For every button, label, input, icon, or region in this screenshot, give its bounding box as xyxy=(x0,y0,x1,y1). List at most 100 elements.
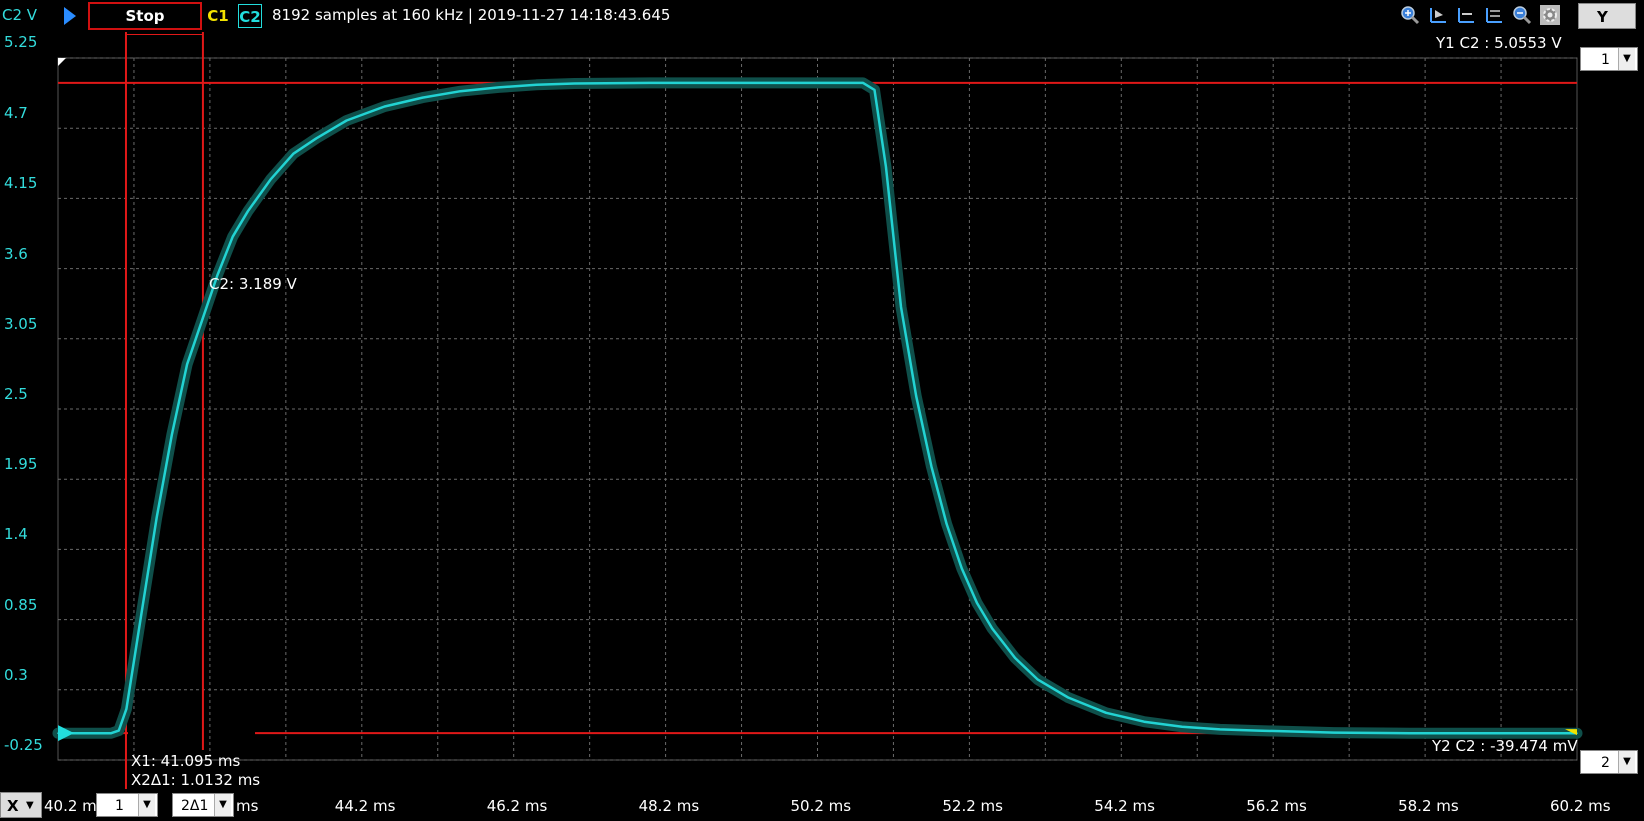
x-tick-label: 58.2 ms xyxy=(1398,797,1459,815)
cursor-arrow-icon[interactable] xyxy=(1428,5,1448,25)
channel1-toggle[interactable]: C1 xyxy=(207,7,229,25)
data-point xyxy=(1409,732,1411,734)
data-point xyxy=(1219,728,1221,731)
data-point xyxy=(186,363,188,366)
data-point xyxy=(1105,711,1107,714)
data-point xyxy=(497,86,500,89)
data-point xyxy=(945,523,948,525)
data-point xyxy=(873,89,876,91)
data-point xyxy=(315,137,318,140)
trigger-marker-icon[interactable] xyxy=(1565,729,1577,736)
data-point xyxy=(125,708,128,710)
x1-selector-value: 1 xyxy=(115,798,124,814)
y1-cursor-selector[interactable]: 1 ▼ xyxy=(1580,47,1638,71)
data-point xyxy=(155,516,158,519)
data-point xyxy=(961,567,963,570)
series-group xyxy=(52,58,1583,742)
settings-icon[interactable] xyxy=(1540,5,1560,25)
x2-cursor-selector[interactable]: 2Δ1 ▼ xyxy=(172,793,234,817)
cursor-multi-icon[interactable] xyxy=(1484,5,1504,25)
data-point xyxy=(725,82,728,84)
data-point xyxy=(87,732,90,734)
stop-button[interactable]: Stop xyxy=(88,2,202,30)
data-point xyxy=(110,732,112,734)
data-point xyxy=(459,90,462,92)
y2-cursor-selector[interactable]: 2 ▼ xyxy=(1580,750,1638,774)
data-point xyxy=(421,96,424,99)
channel2-toggle[interactable]: C2 xyxy=(238,4,262,28)
data-point xyxy=(862,82,864,84)
chevron-down-icon[interactable]: ▼ xyxy=(214,794,231,816)
y1-selector-value: 1 xyxy=(1601,52,1610,68)
plot-area xyxy=(52,32,1583,789)
y-tick-label: 4.7 xyxy=(4,104,28,123)
data-point xyxy=(885,165,887,168)
y-tick-label: 3.05 xyxy=(4,314,38,333)
data-point xyxy=(140,612,143,615)
y-tick-label: 0.3 xyxy=(4,665,28,684)
x-tick-label: 46.2 ms xyxy=(486,797,548,815)
y-tick-label: 5.25 xyxy=(4,33,38,51)
x-tick-label: 52.2 ms xyxy=(942,797,1003,815)
zoom-out-icon[interactable] xyxy=(1512,5,1532,25)
y-tick-label: 1.4 xyxy=(4,525,28,544)
data-point xyxy=(649,82,652,84)
data-point xyxy=(991,627,993,630)
x-tick-label: 56.2 ms xyxy=(1246,797,1307,815)
x2-cursor-label: X2Δ1: 1.0132 ms xyxy=(131,771,261,789)
toolbar: C2 V Stop C1 C2 8192 samples at 160 kHz … xyxy=(0,0,1644,32)
data-point xyxy=(573,82,576,85)
data-point xyxy=(201,318,204,321)
cursor-span-marker xyxy=(125,34,203,35)
data-point xyxy=(1485,732,1487,734)
data-point xyxy=(801,82,804,84)
data-point xyxy=(976,602,978,604)
y-tick-label: 2.5 xyxy=(4,385,28,403)
y2-cursor-label: Y2 C2 : -39.474 mV xyxy=(1432,737,1578,755)
x2-unit-label: ms xyxy=(236,797,259,815)
x1-cursor-selector[interactable]: 1 ▼ xyxy=(96,793,158,817)
data-point xyxy=(231,235,234,238)
data-point xyxy=(1067,696,1069,699)
y-tick-label: 3.6 xyxy=(4,244,28,263)
grid xyxy=(57,57,1578,761)
y-tick-label: 4.15 xyxy=(4,174,38,193)
acquisition-info: 8192 samples at 160 kHz | 2019-11-27 14:… xyxy=(272,6,671,24)
data-point xyxy=(1333,731,1335,734)
data-point xyxy=(117,729,120,732)
x-menu-label: X xyxy=(7,797,19,815)
chevron-down-icon[interactable]: ▼ xyxy=(26,800,34,811)
y-axis-unit-label: C2 V xyxy=(2,6,38,24)
data-point xyxy=(383,105,386,108)
probe-value-label: C2: 3.189 V xyxy=(209,275,297,293)
chevron-down-icon[interactable]: ▼ xyxy=(138,794,155,816)
chevron-down-icon[interactable]: ▼ xyxy=(1618,751,1635,773)
top-left-marker-icon xyxy=(58,58,66,66)
data-point xyxy=(1181,726,1183,728)
data-point xyxy=(345,119,348,122)
x-tick-label: 50.2 ms xyxy=(790,797,852,815)
y-tick-label: -0.25 xyxy=(4,736,43,754)
zoom-in-icon[interactable] xyxy=(1400,5,1420,25)
chevron-down-icon[interactable]: ▼ xyxy=(1618,48,1635,70)
data-point xyxy=(535,84,538,86)
x-tick-label: 54.2 ms xyxy=(1094,797,1155,815)
y-axis-menu-button[interactable]: Y xyxy=(1578,3,1636,29)
x1-cursor-label: X1: 41.095 ms xyxy=(131,752,241,770)
ground-level-marker-icon[interactable] xyxy=(58,725,74,742)
y-tick-label: 1.95 xyxy=(4,455,38,474)
run-play-icon[interactable] xyxy=(64,7,76,25)
cursor-horizontal-icon[interactable] xyxy=(1456,5,1476,25)
data-point xyxy=(1257,729,1259,732)
data-point xyxy=(216,274,219,276)
cursor-lines xyxy=(58,32,1577,789)
x2-selector-value: 2Δ1 xyxy=(181,798,209,814)
y-tick-label: 0.85 xyxy=(4,595,38,614)
data-point xyxy=(1014,657,1016,659)
y1-cursor-label: Y1 C2 : 5.0553 V xyxy=(1436,34,1562,52)
data-point xyxy=(292,152,295,155)
series-line-c2 xyxy=(58,81,1577,735)
x-tick-label: 60.2 ms xyxy=(1550,797,1611,815)
data-point xyxy=(1036,678,1039,681)
x-axis-menu-button[interactable]: X ▼ xyxy=(0,792,42,818)
